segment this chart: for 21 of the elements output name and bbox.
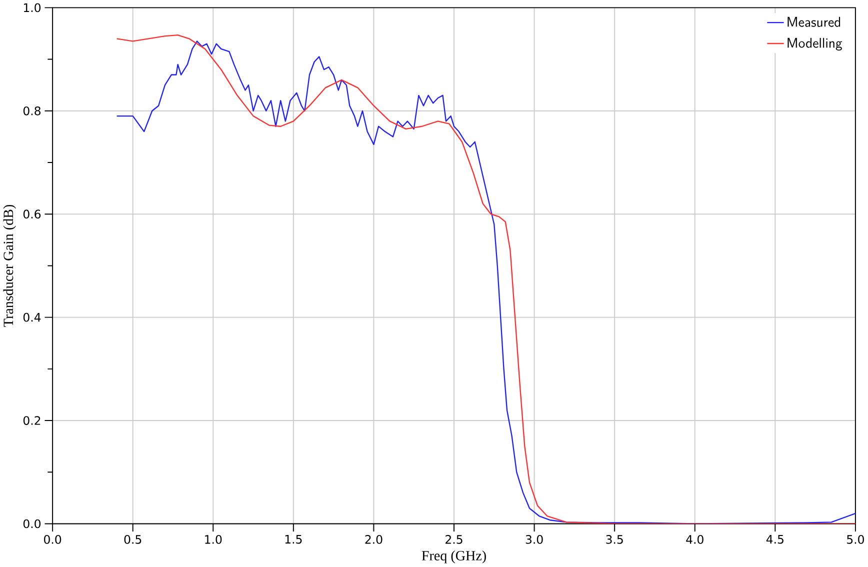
x-tick-label: 4.5 [766, 535, 784, 544]
legend-label: Measured [788, 17, 840, 28]
x-tick-label: 4.0 [686, 535, 704, 544]
y-tick-label: 0.8 [23, 106, 40, 116]
y-tick-label: 0.2 [23, 416, 40, 426]
x-tick-label: 0.5 [124, 535, 142, 544]
y-tick-label: 0.4 [23, 313, 41, 322]
y-tick-label: 1.0 [24, 3, 41, 12]
y-axis-title: Transducer Gain (dB) [3, 205, 16, 328]
x-axis-title: Freq (GHz) [422, 550, 486, 564]
x-tick-label: 2.5 [446, 535, 462, 544]
legend-label: Modelling [788, 38, 842, 51]
x-tick-label: 1.5 [285, 535, 302, 544]
x-tick-label: 0.0 [44, 535, 62, 544]
y-tick-label: 0.6 [23, 210, 41, 219]
x-tick-label: 1.0 [205, 535, 222, 544]
x-tick-label: 3.5 [606, 535, 623, 544]
x-tick-label: 3.0 [526, 535, 543, 544]
x-tick-label: 5.0 [847, 535, 864, 544]
x-tick-label: 2.0 [365, 535, 382, 544]
y-tick-label: 0.0 [23, 520, 41, 528]
